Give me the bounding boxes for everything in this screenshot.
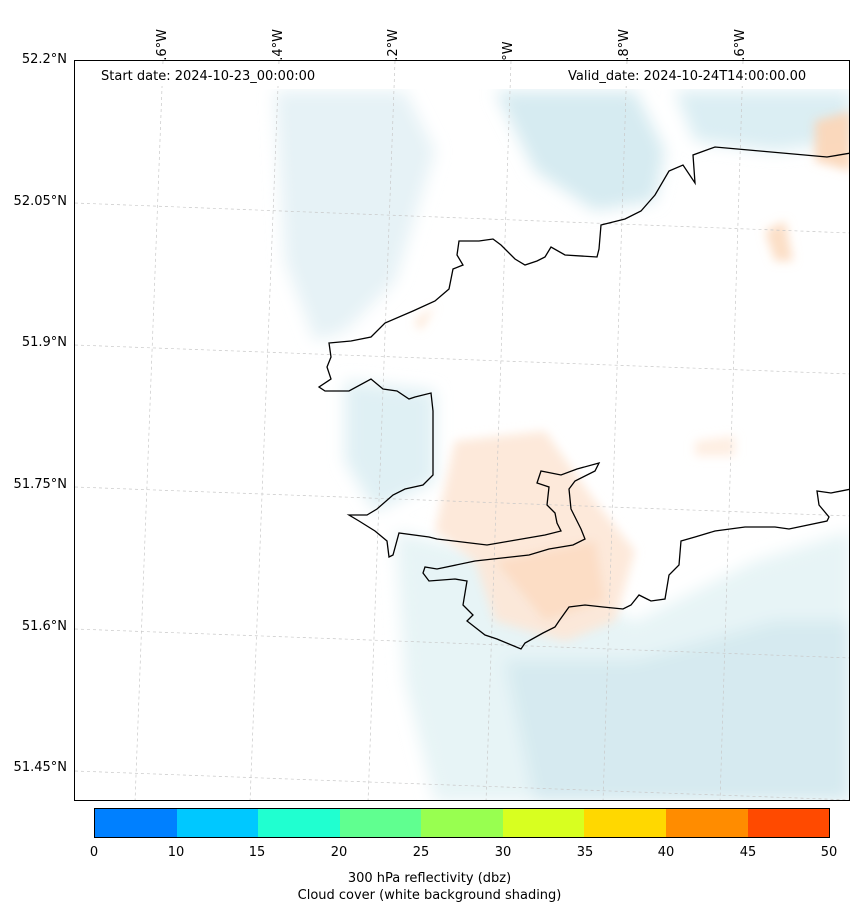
colorbar-tick: 45 [739,845,757,860]
map-canvas [75,61,849,800]
start-date-label: Start date: 2024-10-23_00:00:00 [95,67,322,86]
colorbar-segment [258,809,340,837]
lat-label-51.9n: 51.9°N [21,335,67,350]
colorbar-segment [502,809,585,837]
lat-label-52.2n: 52.2°N [21,52,67,67]
lat-label-51.45n: 51.45°N [13,760,67,775]
colorbar [94,808,830,838]
colorbar-tick: 50 [820,845,838,860]
valid-date-label: Valid_date: 2024-10-24T14:00:00.00 [562,67,813,86]
lat-label-52.05n: 52.05°N [13,194,67,209]
colorbar-sublabel: Cloud cover (white background shading) [297,888,562,903]
map-panel[interactable] [74,60,850,801]
colorbar-segment [95,809,177,837]
colorbar-tick: 40 [657,845,675,860]
reflectivity-shading [415,111,849,641]
lat-label-51.75n: 51.75°N [13,477,67,492]
colorbar-tick: 0 [89,845,99,860]
colorbar-label: 300 hPa reflectivity (dbz) [347,871,512,886]
colorbar-tick: 35 [576,845,594,860]
colorbar-segment [584,809,666,837]
cloud-cover-shading [275,91,849,800]
colorbar-segment [747,809,830,837]
colorbar-segment [176,809,259,837]
coastline [317,146,849,650]
colorbar-segment [665,809,748,837]
colorbar-segment [339,809,422,837]
colorbar-tick: 20 [330,845,348,860]
colorbar-tick: 15 [248,845,266,860]
colorbar-segment [421,809,503,837]
lat-label-51.6n: 51.6°N [21,619,67,634]
colorbar-tick: 30 [494,845,512,860]
colorbar-tick: 10 [167,845,185,860]
colorbar-tick: 25 [412,845,430,860]
